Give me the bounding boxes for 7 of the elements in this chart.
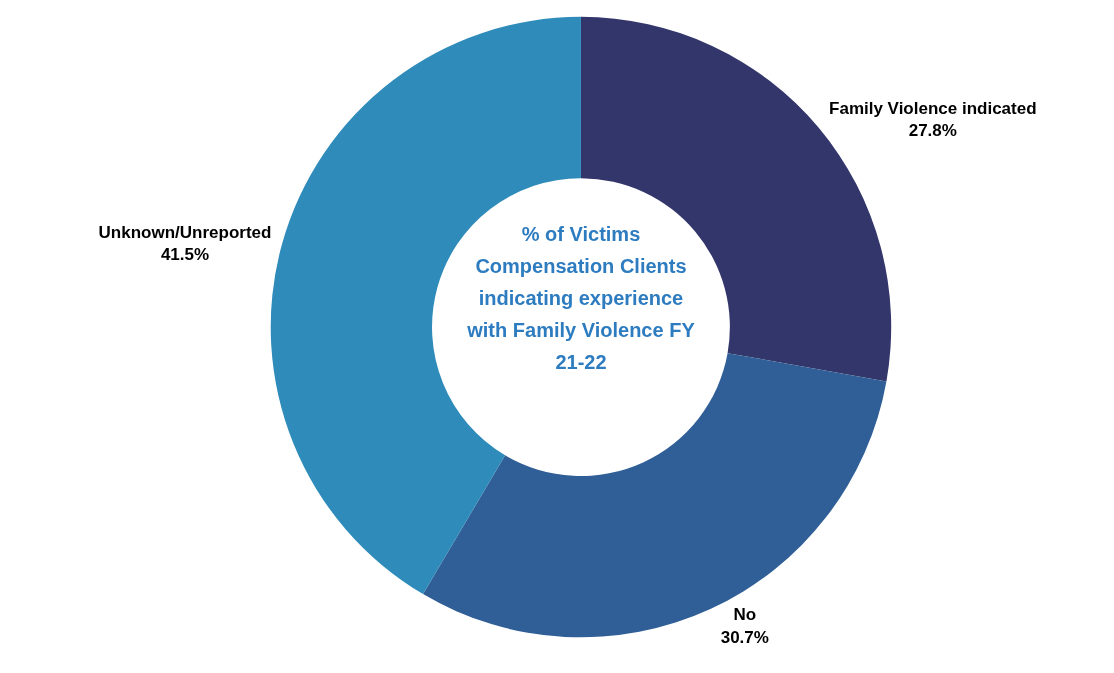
- data-label: 27.8%: [908, 120, 957, 140]
- slice-label: Family Violence indicated: [829, 98, 1037, 118]
- slice-label: No: [733, 605, 757, 625]
- data-label: 30.7%: [720, 627, 769, 647]
- slice-label: Unknown/Unreported: [98, 223, 272, 243]
- text: % of Victims Compensation Clients indicating experience with Family Violence FY 21-22: [466, 222, 696, 375]
- data-label: 41.5%: [160, 245, 210, 265]
